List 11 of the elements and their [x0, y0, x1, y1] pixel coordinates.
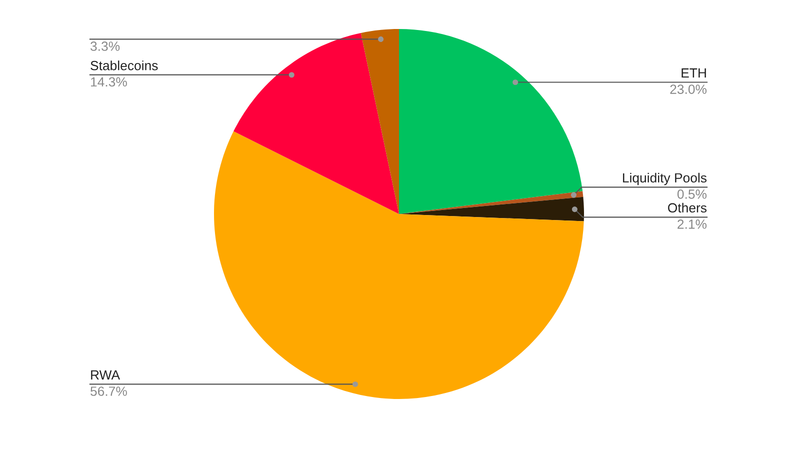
- slice-label: ETH: [682, 68, 706, 78]
- data-label: 23.0%: [670, 84, 707, 94]
- slice-label: Others: [668, 202, 707, 213]
- data-label: 14.3%: [91, 77, 127, 87]
- slice-label: RWA: [91, 370, 120, 380]
- data-label: 3.3%: [90, 42, 120, 51]
- slice-label: Stablecoins: [90, 60, 158, 70]
- slice-label: Liquidity Pools: [623, 172, 707, 186]
- data-label: 2.1%: [678, 219, 707, 229]
- data-label: 56.7%: [90, 386, 127, 396]
- data-label: 0.5%: [677, 189, 707, 199]
